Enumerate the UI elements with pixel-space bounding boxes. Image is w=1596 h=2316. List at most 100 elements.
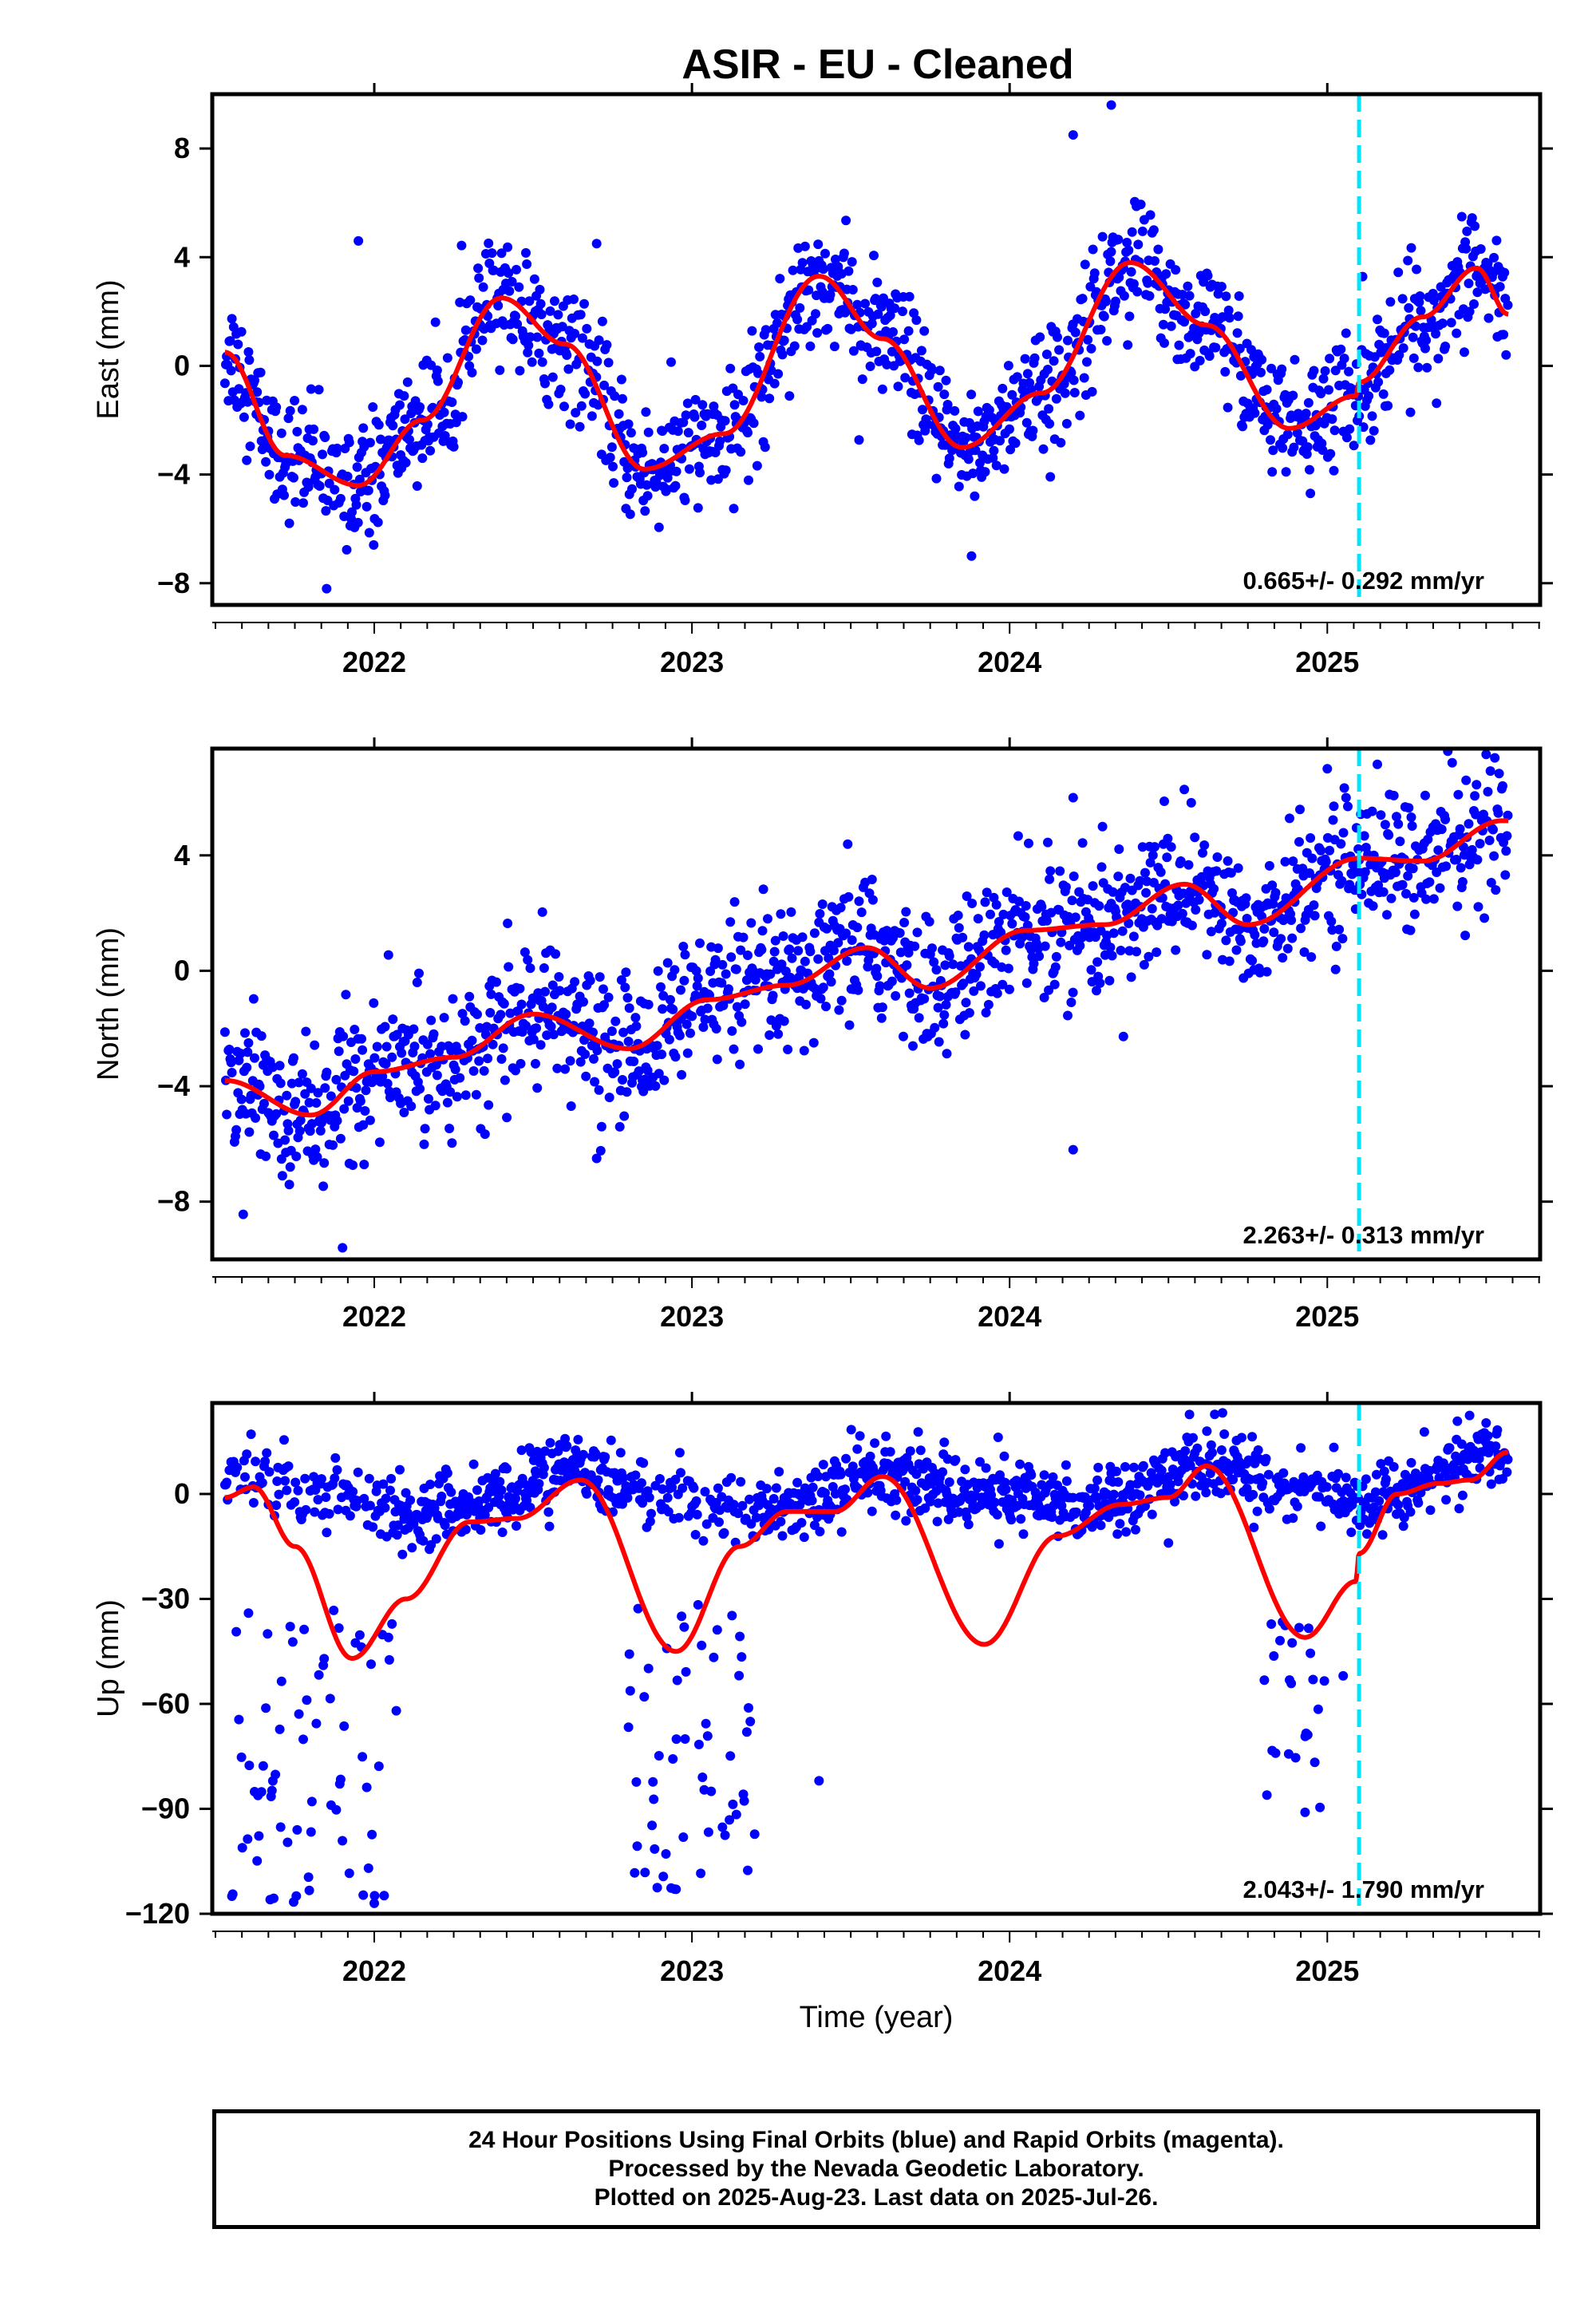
data-point: [725, 917, 736, 927]
data-point: [536, 310, 547, 319]
data-point: [402, 377, 413, 387]
data-point: [1007, 389, 1017, 400]
data-point: [308, 436, 318, 446]
data-point: [743, 951, 753, 960]
data-point: [702, 1003, 713, 1014]
data-point: [1105, 943, 1116, 953]
data-point: [1441, 1495, 1452, 1505]
data-point: [1269, 1651, 1279, 1661]
data-point: [330, 1473, 340, 1484]
data-point: [763, 914, 772, 924]
data-point: [555, 385, 566, 394]
data-point: [1341, 1472, 1351, 1483]
data-point: [560, 1064, 571, 1074]
data-point: [1378, 887, 1389, 897]
data-point: [1455, 824, 1465, 834]
plot-area-north: [219, 749, 1513, 1259]
data-point: [954, 1507, 964, 1517]
data-point: [261, 1703, 271, 1713]
data-point: [539, 1463, 549, 1473]
data-point: [817, 899, 828, 909]
data-point: [836, 1527, 847, 1537]
data-point: [1367, 806, 1377, 816]
data-point: [354, 474, 365, 484]
data-point: [391, 1705, 401, 1716]
data-point: [811, 309, 820, 319]
data-point: [1386, 893, 1396, 903]
data-point: [460, 325, 471, 335]
data-point: [319, 1654, 330, 1664]
data-point: [771, 1483, 781, 1493]
data-point: [768, 1494, 779, 1504]
data-point: [1148, 850, 1158, 860]
data-point: [386, 1473, 397, 1484]
data-point: [282, 1090, 292, 1101]
data-point: [674, 1030, 685, 1041]
data-point: [293, 1485, 303, 1496]
data-point: [1464, 306, 1475, 317]
data-point: [1493, 808, 1503, 818]
data-point: [797, 932, 808, 943]
data-point: [279, 490, 289, 500]
data-point: [360, 1106, 370, 1116]
data-point: [350, 1054, 361, 1064]
data-point: [829, 342, 839, 352]
data-point: [528, 1034, 539, 1045]
data-point: [579, 1449, 588, 1460]
data-point: [860, 298, 871, 309]
data-point: [681, 410, 691, 421]
data-point: [476, 1525, 486, 1535]
data-point: [576, 401, 587, 411]
data-point: [1380, 820, 1390, 830]
data-point: [1139, 959, 1149, 970]
data-point: [1416, 306, 1426, 316]
data-point: [1441, 861, 1452, 871]
data-point: [980, 467, 990, 477]
data-point: [1199, 840, 1210, 850]
data-point: [299, 1624, 310, 1634]
data-point: [1202, 950, 1212, 960]
data-point: [1075, 410, 1085, 421]
data-point: [246, 1090, 256, 1101]
data-point: [705, 966, 716, 976]
data-point: [657, 1049, 667, 1060]
data-point: [515, 366, 525, 376]
data-point: [741, 975, 752, 986]
data-point: [1384, 830, 1394, 840]
data-point: [1049, 979, 1060, 990]
data-point: [641, 407, 651, 417]
data-point: [1173, 900, 1183, 911]
data-point: [614, 1121, 625, 1132]
data-point: [460, 1016, 470, 1026]
data-point: [279, 1435, 289, 1445]
data-point: [848, 346, 859, 356]
data-point: [227, 314, 237, 324]
rate-label: 2.263+/- 0.313 mm/yr: [1243, 1221, 1484, 1249]
data-point: [1050, 962, 1061, 972]
data-point: [1054, 345, 1065, 355]
data-point: [1501, 350, 1511, 360]
data-point: [1422, 362, 1432, 373]
data-point: [488, 1039, 498, 1049]
data-point: [713, 943, 723, 954]
data-point: [964, 1008, 974, 1018]
data-point: [821, 1002, 831, 1012]
data-point: [1179, 317, 1190, 327]
data-point: [914, 1013, 924, 1023]
data-point: [1502, 831, 1512, 841]
data-point: [369, 1053, 380, 1063]
data-point: [1367, 411, 1377, 421]
data-point: [437, 1041, 447, 1052]
data-point: [335, 1133, 346, 1144]
data-point: [477, 335, 488, 346]
plot-area-east: [219, 94, 1513, 605]
data-point: [385, 1485, 395, 1496]
x-tick-label: 2025: [1295, 1300, 1359, 1333]
data-point: [484, 238, 494, 248]
fit-line-east: [223, 260, 1510, 488]
data-point: [537, 357, 547, 367]
data-point: [1305, 868, 1314, 878]
data-point: [913, 1427, 923, 1437]
data-point: [1364, 391, 1374, 401]
data-point: [1467, 844, 1477, 855]
